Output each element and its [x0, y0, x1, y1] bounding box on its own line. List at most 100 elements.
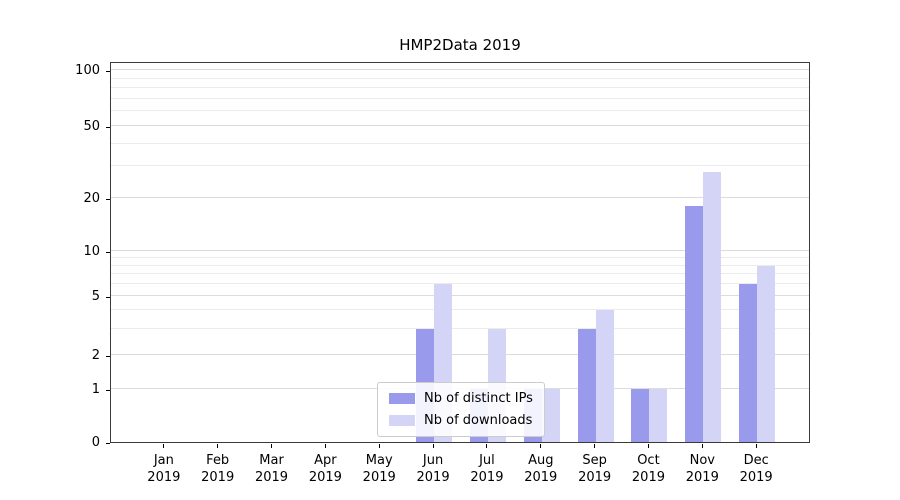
x-tick-month: Oct: [637, 453, 660, 468]
x-tick-month: Jan: [153, 453, 174, 468]
x-tick-year: 2019: [201, 470, 235, 485]
x-tick-year: 2019: [254, 470, 289, 485]
legend-entry-downloads: Nb of downloads: [389, 413, 533, 428]
x-tick-month: Mar: [259, 453, 284, 468]
plot-area: Nb of distinct IPs Nb of downloads: [110, 62, 810, 443]
x-tick-mark: [594, 444, 596, 448]
legend-swatch-downloads: [389, 415, 415, 426]
minor-gridline: [111, 264, 809, 266]
x-tick-mark: [163, 444, 165, 448]
x-tick-mark: [540, 444, 542, 448]
chart-title: HMP2Data 2019: [399, 36, 521, 54]
y-tick-label: 2: [91, 348, 100, 364]
minor-gridline: [111, 97, 809, 99]
x-tick-month: Dec: [743, 453, 769, 468]
legend-label-distinct-ips: Nb of distinct IPs: [424, 391, 533, 406]
y-tick-label: 0: [91, 435, 100, 450]
x-tick-month: Apr: [314, 453, 337, 468]
major-gridline: [111, 197, 809, 199]
x-tick-label: Nov 2019: [667, 452, 737, 486]
major-gridline: [111, 354, 809, 356]
legend-swatch-distinct-ips: [389, 393, 415, 404]
bar-distinct-ips: [631, 389, 650, 442]
y-tick-label: 20: [83, 191, 100, 207]
x-tick-label: Jan 2019: [129, 452, 199, 486]
x-tick-label: Mar 2019: [237, 452, 307, 486]
x-tick-mark: [378, 444, 380, 448]
x-tick-year: 2019: [308, 470, 342, 485]
bar-downloads: [541, 389, 560, 442]
bar-distinct-ips: [577, 329, 596, 442]
x-tick-month: Nov: [689, 453, 715, 468]
x-tick-mark: [647, 444, 649, 448]
y-tick-mark: [106, 355, 110, 357]
major-gridline: [111, 250, 809, 252]
y-tick-mark: [106, 126, 110, 128]
y-tick-label: 50: [83, 119, 100, 135]
y-tick-mark: [106, 70, 110, 72]
y-tick-label: 5: [91, 289, 100, 305]
x-tick-month: Aug: [528, 453, 554, 468]
x-tick-label: May 2019: [344, 452, 414, 486]
x-tick-mark: [755, 444, 757, 448]
x-tick-month: May: [365, 453, 393, 468]
x-tick-mark: [486, 444, 488, 448]
minor-gridline: [111, 256, 809, 258]
bar-downloads: [595, 310, 614, 442]
bar-distinct-ips: [739, 284, 758, 442]
major-gridline: [111, 69, 809, 71]
minor-gridline: [111, 165, 809, 167]
minor-gridline: [111, 142, 809, 144]
minor-gridline: [111, 309, 809, 311]
x-tick-label: Jun 2019: [398, 452, 468, 486]
x-tick-month: Feb: [206, 453, 230, 468]
x-tick-label: Dec 2019: [721, 452, 791, 486]
y-tick-mark: [106, 296, 110, 298]
bar-downloads: [757, 265, 776, 442]
x-tick-label: Apr 2019: [290, 452, 360, 486]
major-gridline: [111, 125, 809, 127]
x-tick-month: Sep: [582, 453, 607, 468]
x-tick-mark: [324, 444, 326, 448]
legend-entry-distinct-ips: Nb of distinct IPs: [389, 391, 533, 406]
minor-gridline: [111, 87, 809, 89]
minor-gridline: [111, 283, 809, 285]
x-tick-label: Sep 2019: [560, 452, 630, 486]
x-tick-label: Aug 2019: [506, 452, 576, 486]
minor-gridline: [111, 77, 809, 79]
x-tick-mark: [271, 444, 273, 448]
x-tick-year: 2019: [416, 470, 450, 485]
bar-downloads: [649, 389, 668, 442]
minor-gridline: [111, 328, 809, 329]
bar-downloads: [703, 171, 722, 442]
x-tick-label: Jul 2019: [452, 452, 522, 486]
x-tick-year: 2019: [739, 470, 773, 485]
legend-label-downloads: Nb of downloads: [424, 413, 533, 428]
x-tick-label: Feb 2019: [183, 452, 253, 486]
y-tick-mark: [106, 389, 110, 391]
bar-distinct-ips: [685, 206, 704, 442]
y-tick-label: 10: [83, 244, 100, 260]
x-tick-mark: [217, 444, 219, 448]
x-tick-year: 2019: [147, 470, 181, 485]
y-tick-mark: [106, 442, 110, 444]
y-tick-mark: [106, 251, 110, 253]
y-tick-label: 1: [91, 382, 100, 398]
x-tick-mark: [701, 444, 703, 448]
legend: Nb of distinct IPs Nb of downloads: [377, 382, 545, 437]
minor-gridline: [111, 273, 809, 275]
x-tick-month: Jun: [422, 453, 444, 468]
x-tick-year: 2019: [631, 470, 665, 485]
y-tick-mark: [106, 198, 110, 200]
y-tick-label: 100: [75, 63, 100, 79]
x-tick-month: Jul: [479, 453, 495, 468]
x-tick-mark: [432, 444, 434, 448]
major-gridline: [111, 295, 809, 297]
x-tick-year: 2019: [524, 470, 558, 485]
minor-gridline: [111, 110, 809, 112]
x-tick-year: 2019: [362, 470, 396, 485]
x-tick-label: Oct 2019: [613, 452, 683, 486]
x-tick-year: 2019: [578, 470, 612, 485]
x-tick-year: 2019: [470, 470, 504, 485]
